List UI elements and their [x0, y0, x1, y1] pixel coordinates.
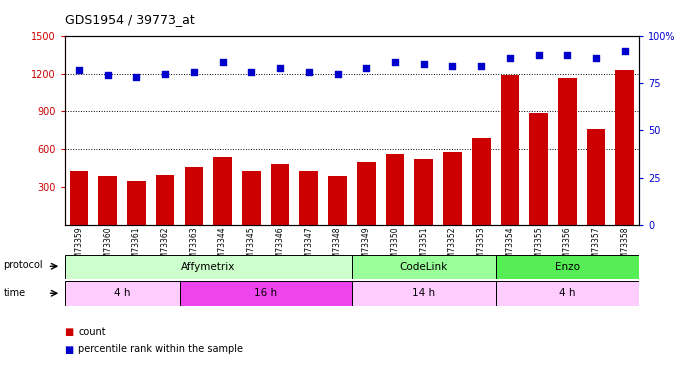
Point	[217, 59, 228, 65]
Text: ■: ■	[65, 345, 74, 354]
Bar	[529, 112, 548, 225]
Point	[418, 61, 429, 67]
Bar	[496, 281, 639, 306]
Bar	[271, 164, 290, 225]
Bar	[496, 255, 639, 279]
Bar	[414, 159, 433, 225]
Point	[390, 59, 401, 65]
Bar	[472, 138, 490, 225]
Bar	[242, 171, 260, 225]
Bar	[328, 176, 347, 225]
Point	[246, 69, 257, 75]
Point	[562, 52, 573, 58]
Bar	[184, 167, 203, 225]
Text: 16 h: 16 h	[254, 288, 277, 298]
Point	[188, 69, 199, 75]
Bar	[615, 70, 634, 225]
Text: count: count	[78, 327, 106, 337]
Text: time: time	[3, 288, 26, 298]
Text: 4 h: 4 h	[114, 288, 131, 298]
Bar	[386, 154, 405, 225]
Bar	[214, 157, 232, 225]
Point	[332, 70, 343, 76]
Bar	[65, 255, 352, 279]
Point	[73, 67, 84, 73]
Text: GDS1954 / 39773_at: GDS1954 / 39773_at	[65, 13, 194, 26]
Point	[591, 56, 602, 62]
Point	[505, 56, 515, 62]
Point	[160, 70, 171, 76]
Point	[102, 72, 113, 78]
Text: Affymetrix: Affymetrix	[181, 262, 235, 272]
Bar	[558, 78, 577, 225]
Bar	[127, 181, 146, 225]
Bar	[299, 171, 318, 225]
Bar	[587, 129, 605, 225]
Point	[619, 48, 630, 54]
Text: percentile rank within the sample: percentile rank within the sample	[78, 345, 243, 354]
Point	[533, 52, 544, 58]
Text: 14 h: 14 h	[412, 288, 435, 298]
Point	[447, 63, 458, 69]
Bar	[180, 281, 352, 306]
Bar	[443, 152, 462, 225]
Point	[361, 65, 372, 71]
Text: CodeLink: CodeLink	[400, 262, 448, 272]
Bar	[500, 75, 520, 225]
Text: ■: ■	[65, 327, 74, 337]
Text: 4 h: 4 h	[559, 288, 576, 298]
Point	[275, 65, 286, 71]
Bar	[352, 281, 496, 306]
Text: protocol: protocol	[3, 261, 43, 270]
Point	[303, 69, 314, 75]
Bar	[357, 162, 375, 225]
Bar	[65, 281, 180, 306]
Bar	[99, 176, 117, 225]
Bar	[156, 174, 175, 225]
Point	[131, 74, 142, 80]
Bar	[69, 171, 88, 225]
Text: Enzo: Enzo	[555, 262, 580, 272]
Point	[476, 63, 487, 69]
Bar	[352, 255, 496, 279]
